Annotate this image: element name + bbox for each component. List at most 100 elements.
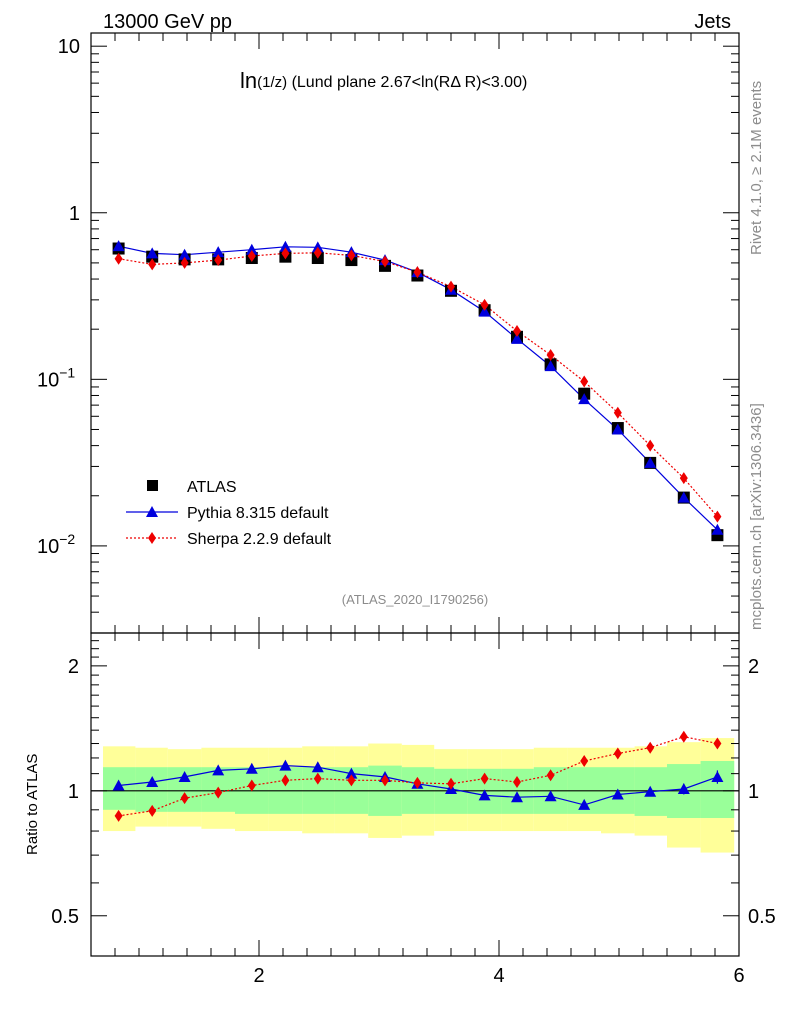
ratio-point-pythia <box>345 767 358 779</box>
main-series-layer <box>112 240 724 542</box>
ratio-point-sherpa <box>580 754 589 767</box>
ratio-y-axis-label: Ratio to ATLAS <box>24 754 41 855</box>
ratio-point-sherpa <box>247 779 256 792</box>
main-point-pythia <box>644 456 657 468</box>
main-point-sherpa <box>281 247 290 260</box>
main-point-sherpa <box>214 254 223 267</box>
ratio-point-pythia <box>178 770 191 782</box>
ratio-point-sherpa <box>613 747 622 760</box>
ratio-point-sherpa <box>447 777 455 790</box>
main-y-tick-label: 10 <box>58 36 80 58</box>
ratio-point-sherpa <box>148 804 157 817</box>
main-point-pythia <box>112 240 125 252</box>
main-point-sherpa <box>613 406 622 419</box>
main-point-sherpa <box>114 252 123 265</box>
side-note-rivet: Rivet 4.1.0, ≥ 2.1M events <box>748 81 765 255</box>
main-point-sherpa <box>247 250 256 263</box>
ratio-point-pythia <box>611 788 624 800</box>
ratio-y-tick-label-left: 1 <box>68 781 79 803</box>
ratio-series-layer <box>112 730 724 822</box>
legend-marker-atlas <box>147 480 158 491</box>
header-right: Jets <box>694 11 731 33</box>
main-point-sherpa <box>413 266 422 279</box>
x-tick-label: 6 <box>733 965 744 987</box>
ratio-point-sherpa <box>114 809 123 822</box>
main-point-sherpa <box>381 255 389 268</box>
ratio-point-sherpa <box>646 741 655 754</box>
main-point-sherpa <box>148 258 157 271</box>
ratio-point-sherpa <box>347 774 356 787</box>
main-y-tick-labels: 10 1 10−1 10−2 <box>37 36 80 558</box>
ratio-y-tick-label-right: 2 <box>748 656 759 678</box>
ratio-point-pythia <box>279 759 292 771</box>
ratio-y-tick-label-left: 0.5 <box>51 906 79 928</box>
ratio-band-inner <box>135 767 168 812</box>
side-note-mcplots: mcplots.cern.ch [arXiv:1306.3436] <box>748 403 765 630</box>
ratio-y-tick-label-right: 1 <box>748 781 759 803</box>
main-point-pythia <box>677 491 690 503</box>
x-tick-label: 2 <box>253 965 264 987</box>
ratio-point-pythia <box>478 789 491 801</box>
legend: ATLAS Pythia 8.315 default Sherpa 2.2.9 … <box>126 479 332 548</box>
main-y-tick-label: 10−2 <box>37 531 75 558</box>
main-point-pythia <box>544 360 557 372</box>
main-point-pythia <box>212 246 225 258</box>
main-point-sherpa <box>347 249 356 262</box>
main-point-pythia <box>245 243 258 255</box>
legend-label-pythia: Pythia 8.315 default <box>187 505 329 522</box>
main-point-pythia <box>478 305 491 317</box>
ratio-point-pythia <box>212 764 225 776</box>
main-y-tick-label: 1 <box>69 203 80 225</box>
ratio-band-inner <box>700 760 735 819</box>
ratio-point-sherpa <box>513 776 521 789</box>
ratio-point-sherpa <box>313 772 322 785</box>
ratio-point-pythia <box>112 779 125 791</box>
ratio-point-pythia <box>245 762 258 774</box>
ratio-point-pythia <box>544 790 557 802</box>
ratio-point-pythia <box>644 785 657 797</box>
main-point-sherpa <box>713 510 722 523</box>
ratio-uncertainty-bands <box>91 738 739 853</box>
main-point-sherpa <box>313 246 322 259</box>
ratio-point-sherpa <box>381 774 389 787</box>
ratio-point-sherpa <box>413 776 422 789</box>
main-point-pythia <box>146 247 159 259</box>
main-point-sherpa <box>646 439 655 452</box>
ratio-point-sherpa <box>180 792 189 805</box>
main-point-sherpa <box>580 375 589 388</box>
main-point-sherpa <box>546 348 555 361</box>
main-point-pythia <box>711 523 724 535</box>
main-point-sherpa <box>180 256 189 269</box>
ratio-point-pythia <box>711 770 724 782</box>
ratio-point-sherpa <box>480 772 489 785</box>
main-point-sherpa <box>513 325 521 338</box>
main-point-sherpa <box>679 472 688 485</box>
ratio-point-sherpa <box>214 786 223 799</box>
ratio-point-sherpa <box>281 774 290 787</box>
main-point-pythia <box>178 248 191 260</box>
analysis-annotation: (ATLAS_2020_I1790256) <box>342 592 488 607</box>
ratio-point-pythia <box>677 783 690 795</box>
main-y-tick-label: 10−1 <box>37 364 75 391</box>
main-title: ln(1/z) (Lund plane 2.67<ln(RΔ R)<3.00) <box>240 68 527 93</box>
legend-marker-sherpa <box>148 532 156 544</box>
ratio-point-pythia <box>146 776 159 788</box>
main-point-sherpa <box>480 298 489 311</box>
main-point-sherpa <box>447 280 455 293</box>
ratio-point-pythia <box>511 791 523 803</box>
main-point-pythia <box>578 393 591 405</box>
main-point-pythia <box>611 423 624 435</box>
ratio-panel-frame <box>90 632 740 957</box>
ratio-y-tick-label-left: 2 <box>68 656 79 678</box>
ratio-point-sherpa <box>546 769 555 782</box>
ratio-tick-labels: 2 2 1 1 0.5 0.5 2 4 6 <box>51 656 776 987</box>
ratio-axis-ticks <box>90 632 740 957</box>
ratio-point-pythia <box>311 761 324 773</box>
legend-marker-pythia <box>146 506 158 517</box>
legend-label-sherpa: Sherpa 2.2.9 default <box>187 531 332 548</box>
header-left: 13000 GeV pp <box>103 11 232 33</box>
ratio-point-sherpa <box>713 737 722 750</box>
legend-label-atlas: ATLAS <box>187 479 237 496</box>
ratio-point-sherpa <box>679 730 688 743</box>
